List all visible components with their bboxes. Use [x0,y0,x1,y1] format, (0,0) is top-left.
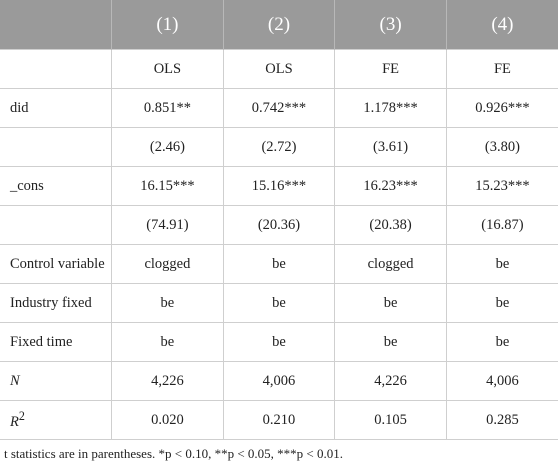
table-cell: 0.851** [111,88,224,128]
table-cell: be [222,283,336,323]
table-cell: (3.80) [445,127,558,167]
table-cell: be [445,322,558,362]
table-cell: 4,006 [222,361,336,401]
row-label: Industry fixed [0,283,113,323]
table-cell: (3.61) [334,127,447,167]
row-label-text: did [10,99,29,116]
row-label: N [0,361,113,401]
table-cell: be [111,322,224,362]
table-cell: 16.23*** [334,166,447,206]
table-cell: 0.020 [111,400,224,440]
table-cell: clogged [334,244,447,284]
table-cell: FE [334,49,447,89]
row-label-text: Control variable [10,255,105,272]
table-cell: be [222,322,336,362]
row-label-sup: 2 [18,409,25,424]
table-row: Control variable clogged be clogged be [0,244,558,284]
table-cell: be [445,244,558,284]
row-label: _cons [0,166,113,206]
table-cell: 4,006 [445,361,558,401]
table-row: (74.91) (20.36) (20.38) (16.87) [0,205,558,245]
table-cell: (2.46) [111,127,224,167]
row-label-text: Industry fixed [10,294,92,311]
row-label: Fixed time [0,322,113,362]
row-label-text: R [10,413,19,430]
header-cell: (1) [111,0,224,50]
table-cell: (74.91) [111,205,224,245]
table-cell: be [334,283,447,323]
table-cell: 1.178*** [334,88,447,128]
table-cell: (16.87) [445,205,558,245]
table-cell: 0.742*** [222,88,336,128]
table-cell: be [222,244,336,284]
row-label-text: N [10,372,20,389]
table-cell: be [445,283,558,323]
table-cell: 16.15*** [111,166,224,206]
table-cell: 0.285 [445,400,558,440]
footnote: t statistics are in parentheses. *p < 0.… [4,446,344,461]
table-cell: 15.16*** [222,166,336,206]
table-row: N 4,226 4,006 4,226 4,006 [0,361,558,401]
table-cell: be [111,283,224,323]
table-cell: be [334,322,447,362]
row-label-text: Fixed time [10,333,73,350]
table-row: Fixed time be be be be [0,322,558,362]
header-cell: (4) [445,0,558,50]
table-row: Industry fixed be be be be [0,283,558,323]
table-cell: clogged [111,244,224,284]
table-cell: 0.926*** [445,88,558,128]
table-row: did 0.851** 0.742*** 1.178*** 0.926*** [0,88,558,128]
header-cell: (3) [334,0,447,50]
row-label [0,205,113,245]
table-cell: 15.23*** [445,166,558,206]
table-cell: OLS [111,49,224,89]
row-label-text: _cons [10,177,44,194]
row-label [0,49,113,89]
table-cell: 4,226 [111,361,224,401]
table-cell: OLS [222,49,336,89]
table-row: OLS OLS FE FE [0,49,558,89]
table-cell: (20.38) [334,205,447,245]
table-cell: 4,226 [334,361,447,401]
row-label: Control variable [0,244,113,284]
row-label: did [0,88,113,128]
row-label [0,127,113,167]
row-label: R2 [0,400,113,440]
table-row: R2 0.020 0.210 0.105 0.285 [0,400,558,440]
table-cell: (2.72) [222,127,336,167]
header-cell [0,0,112,50]
table-row: _cons 16.15*** 15.16*** 16.23*** 15.23*** [0,166,558,206]
table-cell: FE [445,49,558,89]
header-row: (1) (2) (3) (4) [0,0,558,50]
table-cell: 0.105 [334,400,447,440]
results-table: (1) (2) (3) (4) OLS OLS FE FE did 0.851** 0.742**… [0,0,558,440]
table-row: (2.46) (2.72) (3.61) (3.80) [0,127,558,167]
header-cell: (2) [222,0,335,50]
table-cell: (20.36) [222,205,336,245]
table-cell: 0.210 [222,400,336,440]
